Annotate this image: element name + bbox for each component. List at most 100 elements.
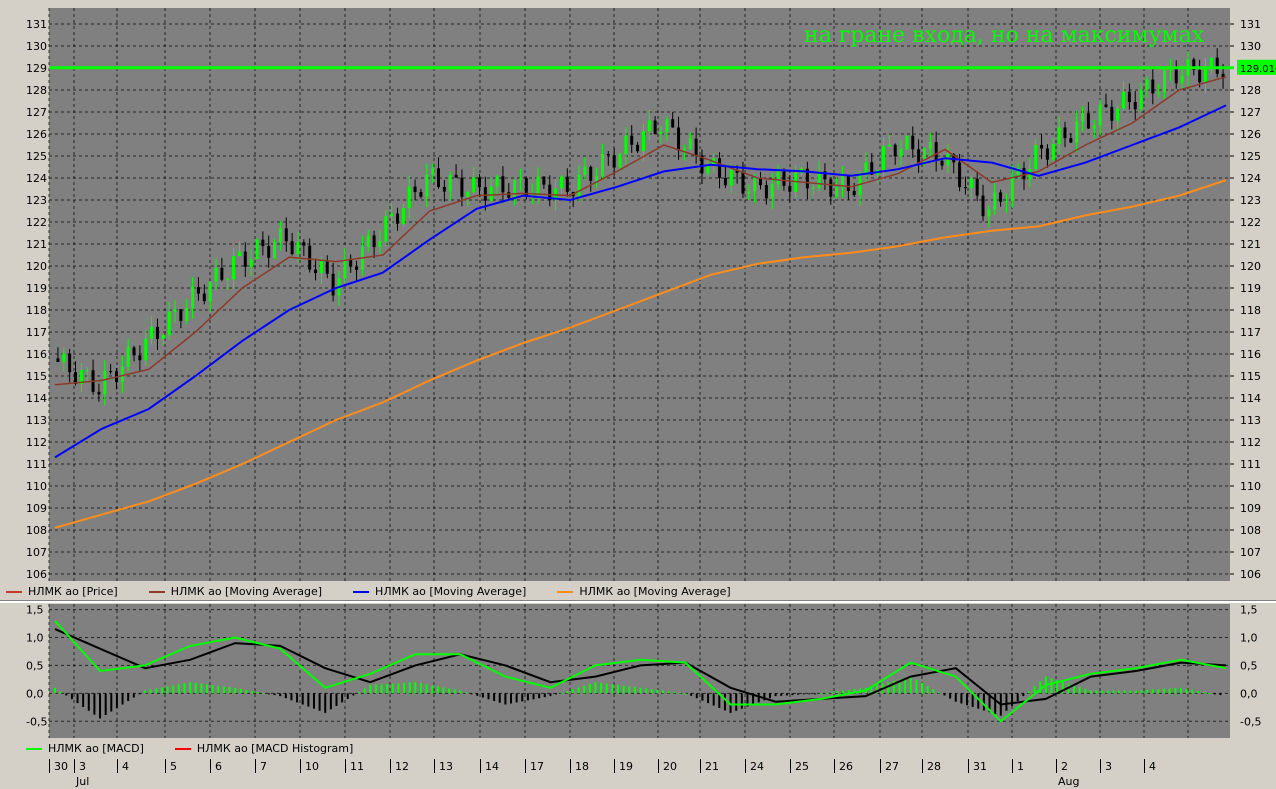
date-label: 28 <box>927 760 941 773</box>
macd-histogram-bar <box>949 693 952 699</box>
y-tick-right-22: 109 <box>1240 502 1261 515</box>
candle-body <box>606 153 610 156</box>
date-label: 4 <box>1149 760 1156 773</box>
macd-y-tick-left-3: 0,0 <box>26 687 44 700</box>
candle-body <box>1004 200 1008 202</box>
y-tick-left-7: 124 <box>26 172 47 185</box>
candle-body <box>846 175 850 191</box>
y-tick-right-5: 126 <box>1240 128 1261 141</box>
date-tick <box>1056 759 1057 773</box>
macd-histogram-bar <box>144 690 147 694</box>
macd-histogram-bar <box>977 693 980 709</box>
candle-body <box>477 177 481 188</box>
macd-histogram-bar <box>904 677 907 694</box>
macd-histogram-bar <box>59 691 62 694</box>
y-tick-right-1: 130 <box>1240 40 1261 53</box>
macd-histogram-bar <box>1185 688 1188 694</box>
legend-item-macd: НЛМК ао [MACD] <box>26 742 144 755</box>
macd-histogram-bar <box>99 693 102 719</box>
macd-histogram-bar <box>538 693 541 699</box>
macd-histogram-bar <box>391 683 394 694</box>
macd-histogram-bar <box>408 682 411 694</box>
candle-body <box>185 308 189 322</box>
date-tick <box>922 759 923 773</box>
candle-body <box>431 168 435 175</box>
date-tick <box>745 759 746 773</box>
candle-body <box>975 178 979 196</box>
candle-body <box>899 149 903 157</box>
macd-histogram-bar <box>1033 686 1036 694</box>
macd-histogram-bar <box>284 693 287 699</box>
macd-histogram-bar <box>1146 689 1149 694</box>
macd-histogram-bar <box>386 683 389 694</box>
candle-body <box>161 335 165 340</box>
macd-histogram-bar <box>374 684 377 694</box>
candle-body <box>513 179 517 198</box>
candle-body <box>85 370 89 372</box>
macd-histogram-bar <box>842 690 845 694</box>
date-tick <box>1144 759 1145 773</box>
y-tick-left-8: 123 <box>26 194 47 207</box>
macd-histogram-bar <box>926 686 929 694</box>
candle-body <box>442 187 446 192</box>
macd-histogram-bar <box>397 683 400 694</box>
macd-histogram-bar <box>206 684 209 694</box>
candle-body <box>1010 176 1014 201</box>
macd-histogram-bar <box>380 684 383 694</box>
date-tick <box>165 759 166 773</box>
macd-histogram-bar <box>915 679 918 694</box>
macd-histogram-bar <box>352 693 355 696</box>
macd-histogram-bar <box>802 693 805 695</box>
y-tick-left-17: 114 <box>26 392 47 405</box>
macd-histogram-bar <box>588 683 591 694</box>
macd-histogram-bar <box>200 683 203 694</box>
date-label: 14 <box>485 760 499 773</box>
macd-histogram-bar <box>712 693 715 706</box>
macd-histogram-bar <box>971 693 974 707</box>
candle-body <box>630 135 634 145</box>
y-tick-right-18: 113 <box>1240 414 1261 427</box>
macd-histogram-bar <box>943 693 946 696</box>
macd-histogram-bar <box>1084 688 1087 694</box>
macd-histogram-bar <box>1005 693 1008 711</box>
date-label: 30 <box>54 760 68 773</box>
date-label: 17 <box>530 760 544 773</box>
candle-body <box>823 171 827 180</box>
date-tick <box>74 759 75 773</box>
candle-body <box>981 195 985 217</box>
candle-body <box>173 309 177 312</box>
macd-histogram-bar <box>1151 689 1154 694</box>
macd-histogram-bar <box>819 693 822 695</box>
y-tick-right-17: 114 <box>1240 392 1261 405</box>
y-tick-right-14: 117 <box>1240 326 1261 339</box>
macd-histogram-bar <box>1202 691 1205 694</box>
date-tick <box>658 759 659 773</box>
y-tick-left-11: 120 <box>26 260 47 273</box>
macd-histogram-bar <box>887 682 890 694</box>
macd-histogram-bar <box>695 693 698 699</box>
pane-separator[interactable] <box>0 600 1276 603</box>
macd-histogram-bar <box>453 689 456 694</box>
date-label: 31 <box>973 760 987 773</box>
macd-histogram-bar <box>960 693 963 704</box>
candle-body <box>700 155 704 174</box>
macd-histogram-bar <box>1208 692 1211 694</box>
macd-histogram-bar <box>1163 688 1166 694</box>
macd-y-tick-right-3: 0,0 <box>1240 687 1258 700</box>
y-tick-left-5: 126 <box>26 128 47 141</box>
macd-y-tick-left-2: 0,5 <box>26 659 44 672</box>
macd-histogram-bar <box>1089 690 1092 694</box>
candle-body <box>191 287 195 309</box>
date-tick <box>790 759 791 773</box>
macd-chart-pane[interactable] <box>49 604 1230 738</box>
macd-histogram-bar <box>1095 690 1098 694</box>
date-tick <box>434 759 435 773</box>
candle-body <box>770 184 774 199</box>
macd-histogram-bar <box>335 693 338 706</box>
y-tick-left-19: 112 <box>26 436 47 449</box>
candle-body <box>278 228 282 243</box>
date-label: 5 <box>170 760 177 773</box>
candle-body <box>776 171 780 185</box>
macd-histogram-bar <box>222 686 225 694</box>
macd-histogram-bar <box>459 690 462 694</box>
